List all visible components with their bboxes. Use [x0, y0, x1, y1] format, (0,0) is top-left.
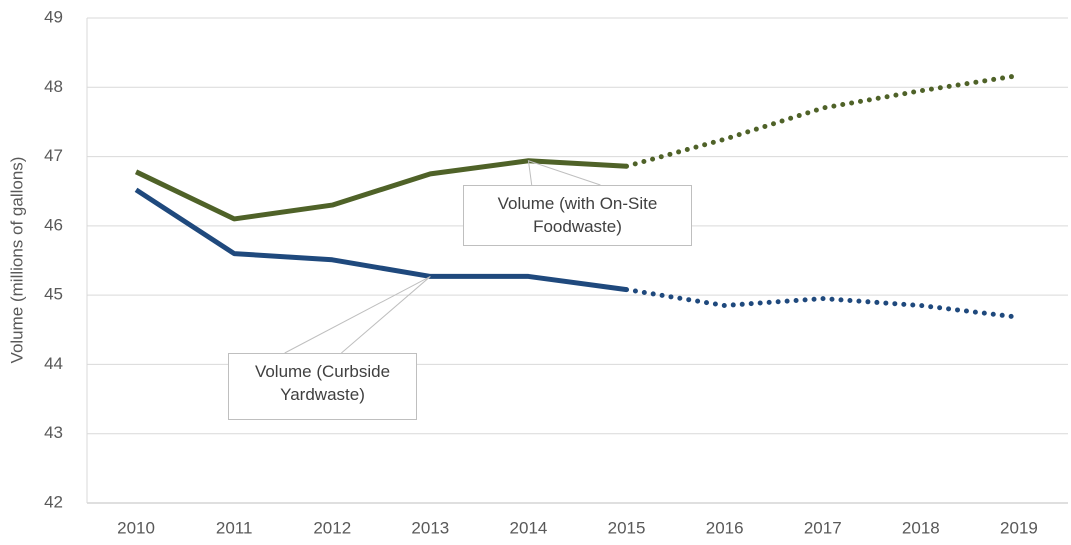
- x-tick-label: 2013: [411, 518, 449, 537]
- y-tick-label: 45: [44, 285, 63, 304]
- callout-pointer: [284, 275, 431, 354]
- x-tick-label: 2018: [902, 518, 940, 537]
- y-tick-label: 44: [44, 354, 63, 373]
- x-tick-label: 2019: [1000, 518, 1038, 537]
- series-callout: Volume (Curbside Yardwaste): [228, 353, 417, 420]
- forecast-line: [624, 73, 1022, 169]
- x-tick-label: 2011: [216, 518, 253, 537]
- x-tick-label: 2015: [608, 518, 646, 537]
- line-series: [134, 158, 627, 222]
- x-tick-label: 2016: [706, 518, 744, 537]
- y-axis-label: Volume (millions of gallons): [7, 157, 26, 364]
- y-tick-label: 48: [44, 77, 63, 96]
- forecast-line: [624, 287, 1022, 320]
- line-series: [134, 187, 627, 293]
- y-tick-label: 43: [44, 423, 63, 442]
- x-tick-label: 2017: [804, 518, 842, 537]
- y-tick-label: 49: [44, 7, 63, 26]
- y-tick-label: 47: [44, 146, 63, 165]
- x-tick-label: 2012: [313, 518, 351, 537]
- series-callout: Volume (with On-Site Foodwaste): [463, 185, 692, 246]
- x-tick-label: 2014: [510, 518, 548, 537]
- y-tick-label: 46: [44, 215, 63, 234]
- y-tick-label: 42: [44, 492, 63, 511]
- callout-pointer: [527, 159, 601, 186]
- x-tick-label: 2010: [117, 518, 155, 537]
